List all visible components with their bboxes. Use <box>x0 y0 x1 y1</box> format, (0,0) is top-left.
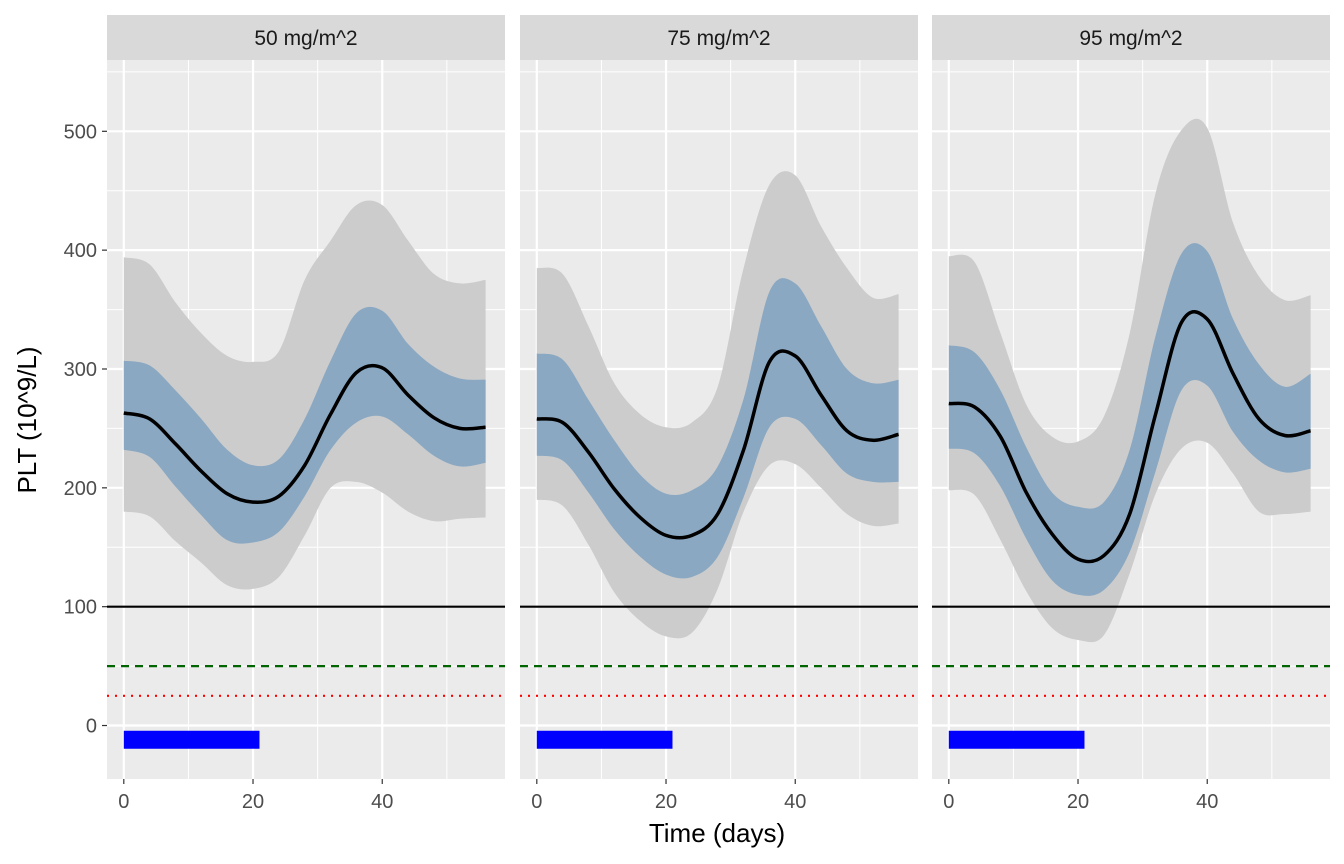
y-tick-label: 100 <box>64 597 97 619</box>
y-tick-label: 0 <box>86 716 97 738</box>
inner-interval-band <box>948 243 1311 596</box>
x-tick-label: 40 <box>1196 791 1218 813</box>
y-tick-label: 300 <box>64 359 97 381</box>
x-tick-label: 20 <box>242 791 264 813</box>
y-axis-title: PLT (10^9/L) <box>12 346 42 493</box>
y-axis: 0 100 200 300 400 500 <box>64 121 107 738</box>
x-tick-label: 40 <box>784 791 806 813</box>
facet-strip-label: 95 mg/m^2 <box>1079 27 1182 50</box>
x-tick-label: 20 <box>655 791 677 813</box>
median-line <box>536 349 900 540</box>
facet-panels: 50 mg/m^2 0 20 40 75 mg/m^2 0 20 40 95 mg/m^2 0 20… <box>107 15 1330 813</box>
facet-strip <box>107 15 505 60</box>
facet-strip <box>932 15 1330 60</box>
x-tick-label: 0 <box>943 791 954 813</box>
y-tick-label: 500 <box>64 121 97 143</box>
facet-panel: 95 mg/m^2 0 20 40 <box>932 15 1330 813</box>
x-axis-title: Time (days) <box>649 818 785 848</box>
x-tick-label: 40 <box>371 791 393 813</box>
y-tick-label: 400 <box>64 240 97 262</box>
facet-strip-label: 50 mg/m^2 <box>254 27 357 50</box>
x-tick-label: 0 <box>118 791 129 813</box>
facet-strip <box>520 15 918 60</box>
x-tick-label: 20 <box>1067 791 1089 813</box>
facet-panel: 75 mg/m^2 0 20 40 <box>520 15 918 813</box>
x-tick-label: 0 <box>531 791 542 813</box>
median-line <box>948 310 1312 564</box>
facet-strip-label: 75 mg/m^2 <box>667 27 770 50</box>
median-line <box>123 363 486 504</box>
facet-panel: 50 mg/m^2 0 20 40 <box>107 15 505 813</box>
y-tick-label: 200 <box>64 478 97 500</box>
